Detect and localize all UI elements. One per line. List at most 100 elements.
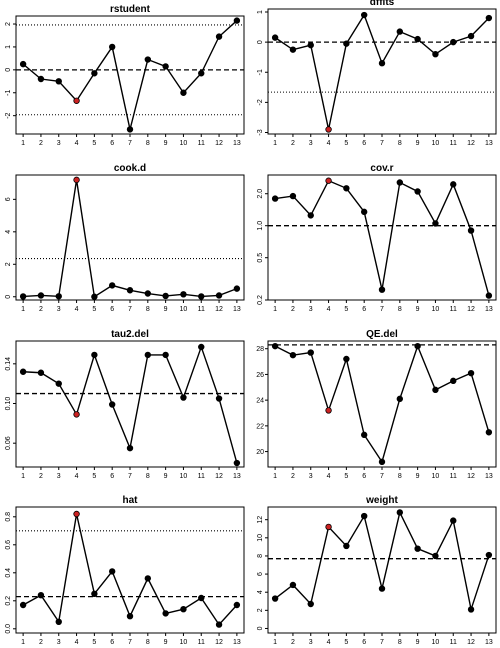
series-line xyxy=(274,344,490,464)
highlighted-point xyxy=(73,176,80,184)
y-tick-label: 8 xyxy=(257,554,264,558)
series-line xyxy=(23,179,238,298)
y-tick-label: 2.0 xyxy=(257,189,264,199)
x-tick-label: 9 xyxy=(416,473,420,480)
data-point xyxy=(144,575,152,582)
y-tick-label: 0 xyxy=(5,295,12,299)
y-tick-label: 0.14 xyxy=(5,357,12,371)
y-tick-label: 28 xyxy=(256,346,264,353)
x-tick-label: 12 xyxy=(467,639,475,646)
x-tick-label: 10 xyxy=(180,140,188,147)
data-point xyxy=(180,394,187,401)
series-line xyxy=(274,13,490,130)
x-tick-label: 7 xyxy=(380,306,384,313)
x-tick-label: 13 xyxy=(485,140,493,147)
x-tick-label: 7 xyxy=(128,473,132,480)
x-tick-label: 1 xyxy=(273,473,277,480)
x-tick-label: 5 xyxy=(344,473,348,480)
y-tick-label: 0.06 xyxy=(5,436,12,450)
data-point xyxy=(37,292,45,299)
data-point xyxy=(414,188,421,195)
plot-frame xyxy=(267,174,497,301)
panel-title: cook.d xyxy=(114,163,146,174)
data-point xyxy=(467,32,475,40)
y-tick-label: 0.2 xyxy=(257,295,264,305)
panel-title: rstudent xyxy=(110,4,151,15)
x-tick-label: 1 xyxy=(21,306,25,313)
x-tick-label: 6 xyxy=(110,140,114,147)
x-tick-label: 7 xyxy=(380,140,384,147)
x-tick-label: 1 xyxy=(273,306,277,313)
data-point xyxy=(233,17,241,24)
data-point xyxy=(91,590,98,597)
x-tick-label: 12 xyxy=(215,306,223,313)
data-point xyxy=(162,292,169,300)
data-point xyxy=(396,395,404,403)
data-point xyxy=(271,195,279,202)
x-tick-label: 5 xyxy=(92,306,96,313)
panel-title: tau2.del xyxy=(111,329,149,340)
data-point xyxy=(378,286,386,293)
data-point xyxy=(432,50,439,58)
y-tick-label: 4 xyxy=(5,230,12,234)
y-tick-label: -2 xyxy=(5,112,12,118)
plot-frame xyxy=(267,340,497,468)
data-point xyxy=(198,343,205,351)
data-point xyxy=(215,292,223,299)
data-point xyxy=(467,606,475,613)
data-point xyxy=(485,429,493,436)
x-tick-label: 2 xyxy=(39,140,43,147)
x-tick-label: 3 xyxy=(309,473,313,480)
panel-title: weight xyxy=(365,495,398,506)
data-point xyxy=(360,431,368,439)
y-tick-label: 0.2 xyxy=(5,596,12,606)
data-point xyxy=(485,292,493,299)
x-tick-label: 2 xyxy=(291,306,295,313)
x-tick-label: 7 xyxy=(128,306,132,313)
y-tick-label: 2 xyxy=(257,608,264,612)
x-tick-label: 12 xyxy=(467,140,475,147)
x-tick-label: 2 xyxy=(291,140,295,147)
data-point xyxy=(450,38,457,46)
y-tick-label: 6 xyxy=(5,197,12,201)
y-tick-label: 2 xyxy=(5,262,12,266)
plot-frame xyxy=(15,174,245,301)
data-point xyxy=(91,70,98,77)
panel-cov-r: cov.r0.20.51.02.01 2 3 4 5 6 7 8 9 10 11 12 13 xyxy=(257,163,497,313)
data-point xyxy=(343,185,350,192)
data-point xyxy=(180,89,187,96)
data-point xyxy=(162,610,169,617)
x-tick-label: 11 xyxy=(450,306,457,313)
x-tick-label: 7 xyxy=(128,140,132,147)
y-tick-label: 4 xyxy=(257,590,264,594)
data-point xyxy=(360,208,368,216)
highlighted-point xyxy=(73,411,80,418)
data-point xyxy=(467,227,475,234)
data-point xyxy=(126,444,134,452)
x-tick-label: 10 xyxy=(180,639,188,646)
data-point xyxy=(144,351,152,359)
x-tick-label: 4 xyxy=(75,140,79,147)
data-point xyxy=(432,552,439,560)
data-point xyxy=(307,212,314,219)
plot-frame xyxy=(267,506,497,634)
x-tick-label: 3 xyxy=(57,473,61,480)
x-tick-label: 11 xyxy=(450,639,457,646)
data-point xyxy=(450,517,457,524)
data-point xyxy=(162,63,169,70)
data-point xyxy=(414,35,421,43)
x-tick-label: 4 xyxy=(327,639,331,646)
data-point xyxy=(108,401,116,408)
data-point xyxy=(55,380,62,387)
x-tick-label: 9 xyxy=(164,473,168,480)
x-tick-label: 1 xyxy=(21,140,25,147)
y-tick-label: 0 xyxy=(5,68,12,72)
x-tick-label: 2 xyxy=(39,639,43,646)
data-point xyxy=(215,33,223,40)
series-line xyxy=(274,510,490,613)
x-tick-label: 8 xyxy=(146,140,150,147)
data-point xyxy=(414,545,421,552)
x-tick-label: 10 xyxy=(432,473,440,480)
